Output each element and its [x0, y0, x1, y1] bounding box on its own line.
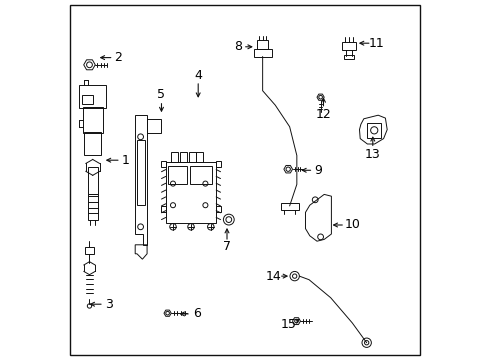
Bar [85, 247, 94, 254]
Bar [190, 166, 212, 184]
Text: 7: 7 [223, 240, 231, 253]
Bar [166, 162, 216, 223]
Bar [171, 152, 178, 162]
Text: 1: 1 [122, 154, 129, 167]
Bar [254, 49, 271, 57]
Bar [88, 194, 98, 220]
Bar [162, 206, 166, 212]
Bar [281, 203, 298, 210]
Text: 8: 8 [234, 40, 242, 53]
Text: 6: 6 [193, 307, 201, 320]
Bar [137, 140, 145, 205]
Text: 14: 14 [265, 270, 281, 283]
Text: 3: 3 [105, 298, 113, 311]
Text: 11: 11 [368, 37, 384, 50]
Bar [342, 42, 356, 50]
Text: 5: 5 [157, 88, 166, 101]
Bar [189, 152, 196, 162]
Bar [368, 123, 381, 138]
Bar [162, 161, 166, 167]
Bar [343, 55, 354, 59]
Text: 9: 9 [314, 164, 322, 177]
Text: 2: 2 [114, 51, 122, 64]
Bar [88, 167, 98, 194]
Text: 13: 13 [365, 148, 381, 161]
Bar [216, 161, 220, 167]
Text: 12: 12 [316, 108, 331, 121]
Bar [216, 206, 220, 212]
Bar [147, 119, 162, 133]
Bar [79, 85, 106, 108]
Bar [180, 152, 187, 162]
Bar [168, 166, 187, 184]
Text: 15: 15 [281, 318, 297, 330]
Bar [84, 132, 101, 155]
Bar [196, 152, 203, 162]
Bar [257, 40, 268, 49]
Text: 4: 4 [194, 69, 202, 82]
Bar [83, 107, 103, 133]
Text: 10: 10 [345, 219, 361, 231]
Bar [82, 95, 93, 104]
